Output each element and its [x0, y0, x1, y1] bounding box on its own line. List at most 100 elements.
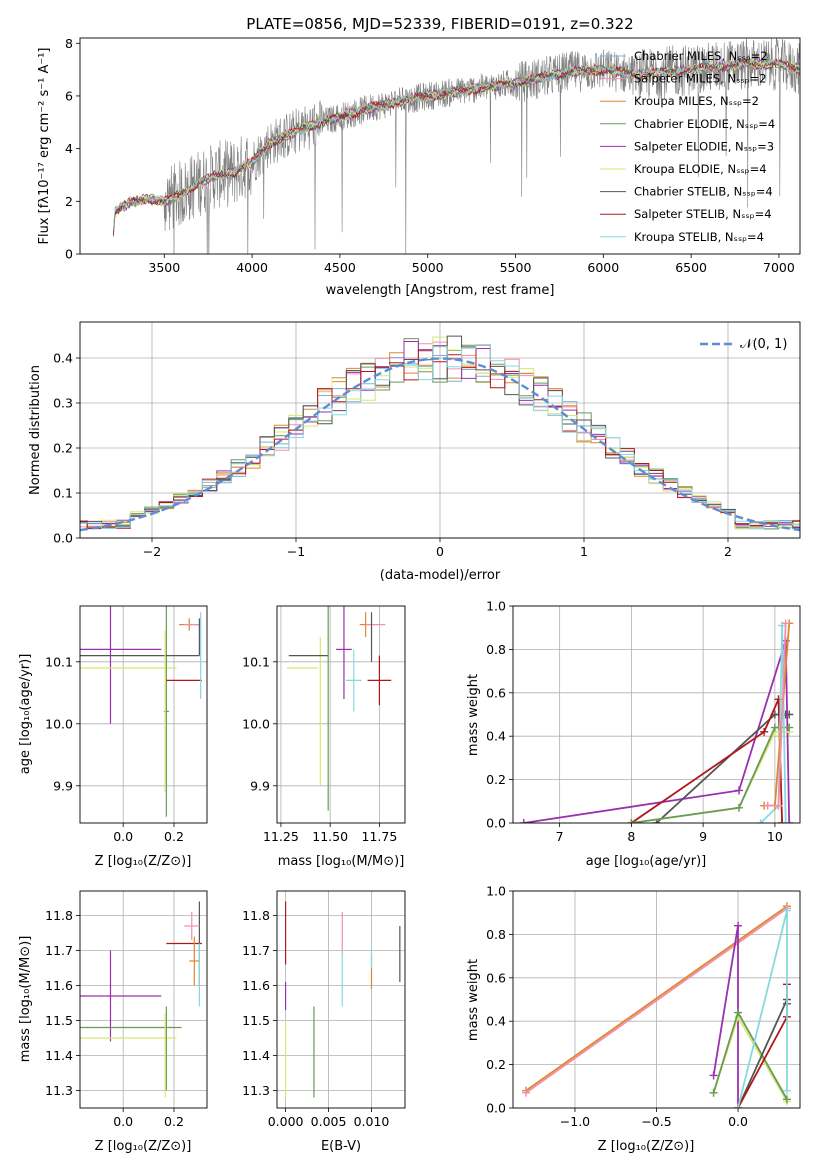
residuals-ylabel: Normed distribution	[28, 365, 43, 495]
weight-point-marker	[774, 801, 783, 810]
x-tick-label: 5500	[500, 260, 532, 275]
model-fit-line	[113, 58, 800, 231]
legend-label: Chabrier STELIB, Nₛₛₚ=4	[634, 185, 773, 199]
weight-point-marker	[519, 819, 528, 823]
x-tick-label: 8	[627, 829, 635, 844]
weight-series-line	[525, 905, 788, 1092]
weight-point-marker	[781, 819, 790, 823]
y-tick-label: 0.6	[486, 970, 506, 985]
weight-point-marker	[627, 819, 636, 823]
y-tick-label: 0.4	[486, 729, 506, 744]
y-tick-label: 0.0	[486, 816, 506, 831]
plot-frame	[512, 605, 801, 824]
legend-label: Salpeter ELODIE, Nₛₛₚ=3	[634, 139, 774, 153]
histogram-step-line	[80, 336, 800, 530]
chart-title: PLATE=0856, MJD=52339, FIBERID=0191, z=0…	[246, 15, 633, 33]
y-tick-label: 6	[65, 88, 73, 103]
plot-frame	[79, 37, 801, 255]
y-tick-label: 1.0	[486, 599, 506, 614]
y-tick-label: 11.6	[242, 978, 270, 993]
legend-label: 𝒩(0, 1)	[740, 337, 787, 352]
age-z-ylabel: age [log₁₀(age/yr)]	[18, 654, 33, 775]
x-tick-label: 0.010	[354, 1114, 390, 1129]
weight-point-marker	[785, 710, 794, 719]
y-tick-label: 10.0	[242, 716, 270, 731]
normal-distribution-curve	[80, 357, 800, 532]
y-tick-label: 0.0	[486, 1101, 506, 1116]
y-tick-label: 0.2	[486, 772, 506, 787]
plot-area	[519, 619, 794, 823]
y-tick-label: 11.3	[242, 1083, 270, 1098]
x-tick-label: 0.000	[268, 1114, 304, 1129]
legend-label: Kroupa MILES, Nₛₛₚ=2	[634, 94, 759, 108]
x-tick-label: 7000	[763, 260, 795, 275]
mass-z-xlabel: Z [log₁₀(Z/Z⊙)]	[95, 1139, 192, 1154]
y-tick-label: 4	[65, 141, 73, 156]
weight-age-xlabel: age [log₁₀(age/yr)]	[586, 854, 707, 869]
x-tick-label: 0	[436, 544, 444, 559]
y-tick-label: 0.2	[486, 1057, 506, 1072]
x-tick-label: −2	[143, 544, 161, 559]
plot-frame	[276, 605, 406, 824]
weight-point-marker	[735, 786, 744, 795]
plot-area	[284, 901, 401, 1098]
x-tick-label: 2	[724, 544, 732, 559]
weight-point-marker	[782, 1095, 791, 1104]
plot-area	[522, 902, 791, 1108]
x-tick-label: 3500	[148, 260, 180, 275]
age-z-xlabel: Z [log₁₀(Z/Z⊙)]	[95, 854, 192, 869]
y-tick-label: 0.4	[486, 1014, 506, 1029]
x-tick-label: 5000	[412, 260, 444, 275]
histogram-step-line	[80, 344, 800, 529]
x-tick-label: 11.25	[263, 829, 299, 844]
weight-point-marker	[763, 801, 772, 810]
x-tick-label: 10	[767, 829, 783, 844]
plot-area	[80, 606, 202, 817]
weight-point-marker	[782, 1086, 791, 1095]
weight-point-marker	[756, 819, 765, 823]
legend-label: Salpeter STELIB, Nₛₛₚ=4	[634, 207, 772, 221]
age-vs-metallicity-panel: Z [log₁₀(Z/Z⊙)] age [log₁₀(age/yr)] 0.0 0…	[18, 605, 208, 869]
age-mass-xlabel: mass [log₁₀(M/M⊙)]	[278, 854, 405, 869]
plot-area	[80, 901, 202, 1098]
x-tick-label: 6000	[587, 260, 619, 275]
y-tick-label: 0.8	[486, 642, 506, 657]
y-tick-label: 1.0	[486, 884, 506, 899]
x-tick-label: −1.0	[560, 1114, 590, 1129]
weight-point-marker	[785, 723, 794, 732]
x-tick-label: 0.005	[311, 1114, 347, 1129]
weight-point-marker	[778, 819, 787, 823]
y-tick-label: 10.1	[242, 654, 270, 669]
weight-z-xlabel: Z [log₁₀(Z/Z⊙)]	[598, 1139, 695, 1154]
weight-point-marker	[735, 803, 744, 812]
weight-point-marker	[785, 819, 794, 823]
y-tick-label: 0.8	[486, 927, 506, 942]
y-tick-label: 0.6	[486, 685, 506, 700]
legend-label: Chabrier ELODIE, Nₛₛₚ=4	[634, 117, 775, 131]
y-tick-label: 11.3	[45, 1083, 73, 1098]
y-tick-label: 0.4	[53, 351, 73, 366]
y-tick-label: 0.1	[53, 486, 73, 501]
weight-point-marker	[770, 723, 779, 732]
residuals-panel: (data-model)/error Normed distribution −…	[28, 321, 801, 583]
x-tick-label: −0.5	[641, 1114, 671, 1129]
x-tick-label: 0.2	[164, 829, 184, 844]
weight-z-ylabel: mass weight	[466, 959, 481, 1041]
y-tick-label: 11.8	[242, 908, 270, 923]
legend-label: Kroupa ELODIE, Nₛₛₚ=4	[634, 162, 767, 176]
weight-point-marker	[734, 921, 743, 930]
y-tick-label: 9.9	[250, 778, 270, 793]
x-tick-label: 0.2	[164, 1114, 184, 1129]
x-tick-label: 11.50	[312, 829, 348, 844]
mass-z-ylabel: mass [log₁₀(M/M⊙)]	[18, 936, 33, 1063]
y-tick-label: 11.5	[242, 1013, 270, 1028]
y-tick-label: 11.4	[45, 1048, 73, 1063]
x-tick-label: 9	[699, 829, 707, 844]
x-tick-label: 11.75	[362, 829, 398, 844]
weight-point-marker	[734, 1104, 743, 1108]
spectrum-legend: Chabrier MILES, Nₛₛₚ=2 Salpeter MILES, Nₛ…	[600, 49, 775, 244]
plot-frame	[276, 890, 406, 1109]
plot-area	[80, 335, 800, 532]
x-tick-label: 6500	[675, 260, 707, 275]
